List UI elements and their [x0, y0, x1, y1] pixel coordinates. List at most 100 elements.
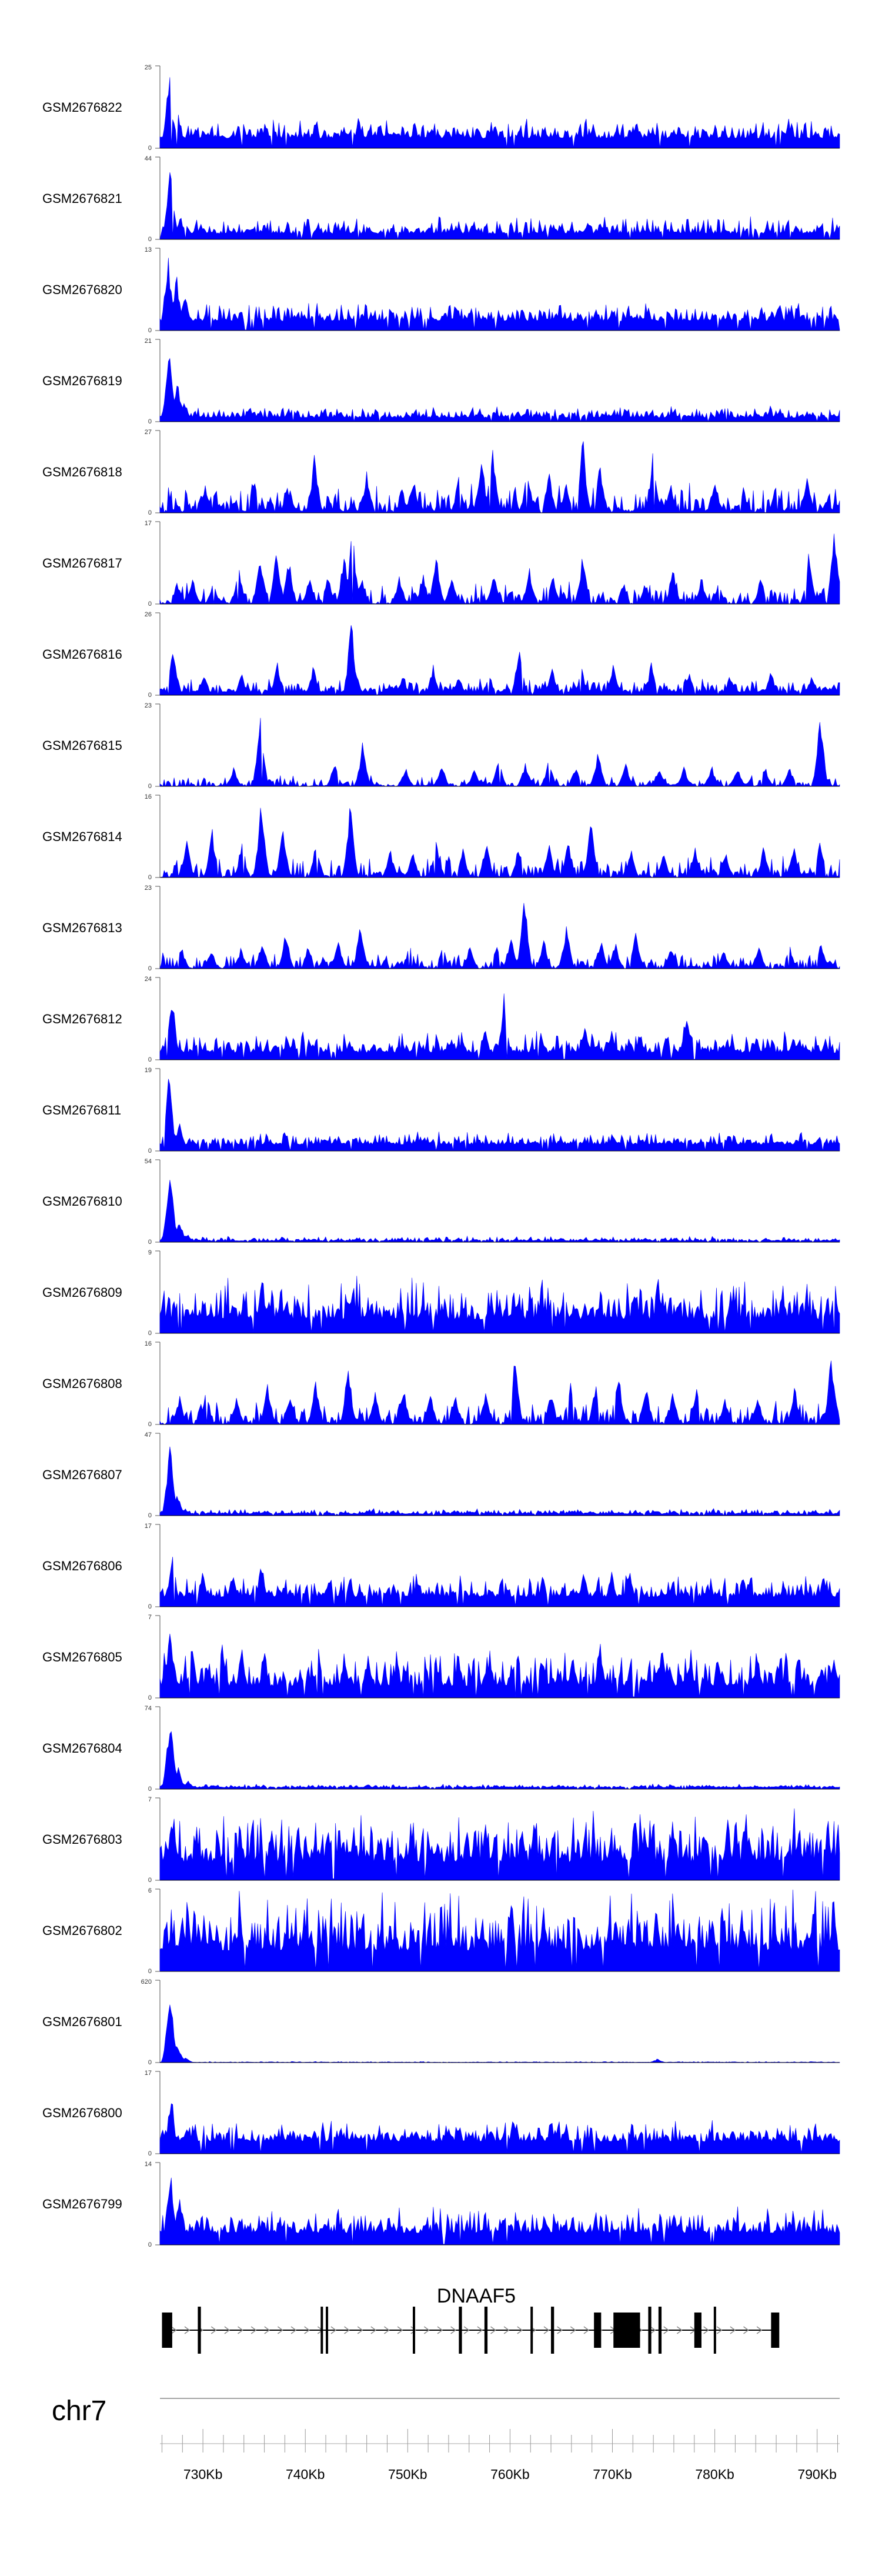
strand-arrow — [344, 2326, 350, 2334]
strand-arrow — [463, 2326, 470, 2334]
genome-axis: chr7 730Kb 740Kb 750Kb 760Kb 770Kb 780Kb 790Kb — [52, 2395, 840, 2482]
coverage-area — [159, 2103, 840, 2154]
strand-arrow — [370, 2326, 377, 2334]
strand-arrow — [397, 2326, 403, 2334]
y-max-label: 24 — [145, 976, 152, 983]
y-min-label: 0 — [148, 1421, 152, 1428]
exon-7 — [484, 2307, 488, 2354]
sample-label: GSM2676821 — [42, 191, 122, 206]
strand-arrow — [663, 2326, 670, 2334]
track-GSM2676814: GSM2676814 16 0 — [42, 793, 840, 881]
coverage-area — [159, 1180, 840, 1243]
strand-arrow — [238, 2326, 243, 2334]
track-GSM2676803: GSM2676803 7 0 — [42, 1796, 840, 1884]
y-min-label: 0 — [148, 1239, 152, 1246]
track-GSM2676801: GSM2676801 620 0 — [42, 1978, 840, 2066]
track-GSM2676807: GSM2676807 47 0 — [42, 1432, 840, 1519]
x-tick-label: 730Kb — [183, 2467, 223, 2482]
strand-arrow — [184, 2326, 191, 2334]
strand-arrow — [384, 2326, 390, 2334]
y-max-label: 19 — [145, 1067, 152, 1074]
track-GSM2676811: GSM2676811 19 0 — [42, 1067, 840, 1154]
y-max-label: 14 — [145, 2161, 152, 2168]
track-GSM2676808: GSM2676808 16 0 — [42, 1340, 840, 1428]
coverage-area — [159, 358, 840, 422]
strand-arrow — [543, 2326, 550, 2334]
coverage-area — [159, 718, 840, 787]
sample-label: GSM2676817 — [42, 556, 122, 570]
coverage-area — [159, 1808, 840, 1881]
coverage-area — [159, 1360, 840, 1425]
coverage-area — [159, 1731, 840, 1790]
y-max-label: 17 — [145, 2070, 152, 2077]
track-GSM2676822: GSM2676822 25 0 — [42, 64, 840, 152]
strand-arrow — [250, 2326, 257, 2334]
strand-arrow — [211, 2326, 217, 2334]
exon-3 — [320, 2307, 323, 2354]
y-max-label: 54 — [145, 1158, 152, 1165]
y-max-label: 13 — [145, 246, 152, 253]
coverage-area — [159, 77, 840, 149]
y-max-label: 7 — [148, 1796, 152, 1803]
y-max-label: 17 — [145, 520, 152, 527]
coverage-area — [159, 1556, 840, 1607]
exon-6 — [459, 2307, 462, 2354]
strand-arrow — [730, 2326, 736, 2334]
gene-name: DNAAF5 — [437, 2285, 516, 2307]
track-GSM2676802: GSM2676802 6 0 — [42, 1887, 840, 1975]
sample-label: GSM2676805 — [42, 1650, 122, 1664]
track-GSM2676806: GSM2676806 17 0 — [42, 1523, 840, 1610]
sample-label: GSM2676822 — [42, 100, 122, 115]
y-min-label: 0 — [148, 1512, 152, 1519]
track-GSM2676819: GSM2676819 21 0 — [42, 338, 840, 425]
y-max-label: 21 — [145, 338, 152, 345]
y-min-label: 0 — [148, 600, 152, 608]
exon-11 — [613, 2313, 640, 2348]
exon-15 — [713, 2307, 716, 2354]
y-max-label: 9 — [148, 1249, 152, 1256]
sample-label: GSM2676804 — [42, 1741, 122, 1756]
track-GSM2676818: GSM2676818 27 0 — [42, 429, 840, 516]
y-max-label: 6 — [148, 1887, 152, 1894]
coverage-area — [159, 2177, 840, 2245]
y-min-label: 0 — [148, 1603, 152, 1610]
exon-2 — [198, 2307, 201, 2354]
y-min-label: 0 — [148, 692, 152, 699]
exon-16 — [771, 2313, 780, 2348]
strand-arrow — [171, 2326, 177, 2334]
strand-arrow — [490, 2326, 496, 2334]
sample-label: GSM2676808 — [42, 1376, 122, 1391]
strand-arrow — [304, 2326, 310, 2334]
track-GSM2676810: GSM2676810 54 0 — [42, 1158, 840, 1246]
sample-label: GSM2676807 — [42, 1467, 122, 1482]
x-tick-label: 750Kb — [388, 2467, 427, 2482]
x-tick-label: 780Kb — [695, 2467, 734, 2482]
y-max-label: 16 — [145, 793, 152, 800]
y-min-label: 0 — [148, 2059, 152, 2066]
y-min-label: 0 — [148, 418, 152, 425]
y-min-label: 0 — [148, 783, 152, 790]
sample-label: GSM2676802 — [42, 1923, 122, 1938]
strand-arrow — [743, 2326, 749, 2334]
y-min-label: 0 — [148, 1968, 152, 1975]
track-GSM2676816: GSM2676816 26 0 — [42, 611, 840, 699]
strand-arrow — [557, 2326, 563, 2334]
sample-label: GSM2676819 — [42, 373, 122, 388]
sample-label: GSM2676812 — [42, 1012, 122, 1026]
coverage-tracks: GSM2676822250GSM2676821440GSM2676820130G… — [42, 64, 840, 2248]
y-max-label: 47 — [145, 1432, 152, 1439]
strand-arrow — [650, 2326, 656, 2334]
coverage-area — [159, 441, 840, 513]
strand-arrow — [503, 2326, 510, 2334]
coverage-area — [159, 807, 840, 878]
y-min-label: 0 — [148, 1056, 152, 1063]
coverage-area — [159, 258, 840, 331]
track-GSM2676821: GSM2676821 44 0 — [42, 155, 840, 243]
y-max-label: 25 — [145, 64, 152, 71]
y-min-label: 0 — [148, 327, 152, 334]
sample-label: GSM2676815 — [42, 738, 122, 753]
y-min-label: 0 — [148, 1694, 152, 1701]
coverage-area — [159, 533, 840, 605]
y-max-label: 26 — [145, 611, 152, 618]
